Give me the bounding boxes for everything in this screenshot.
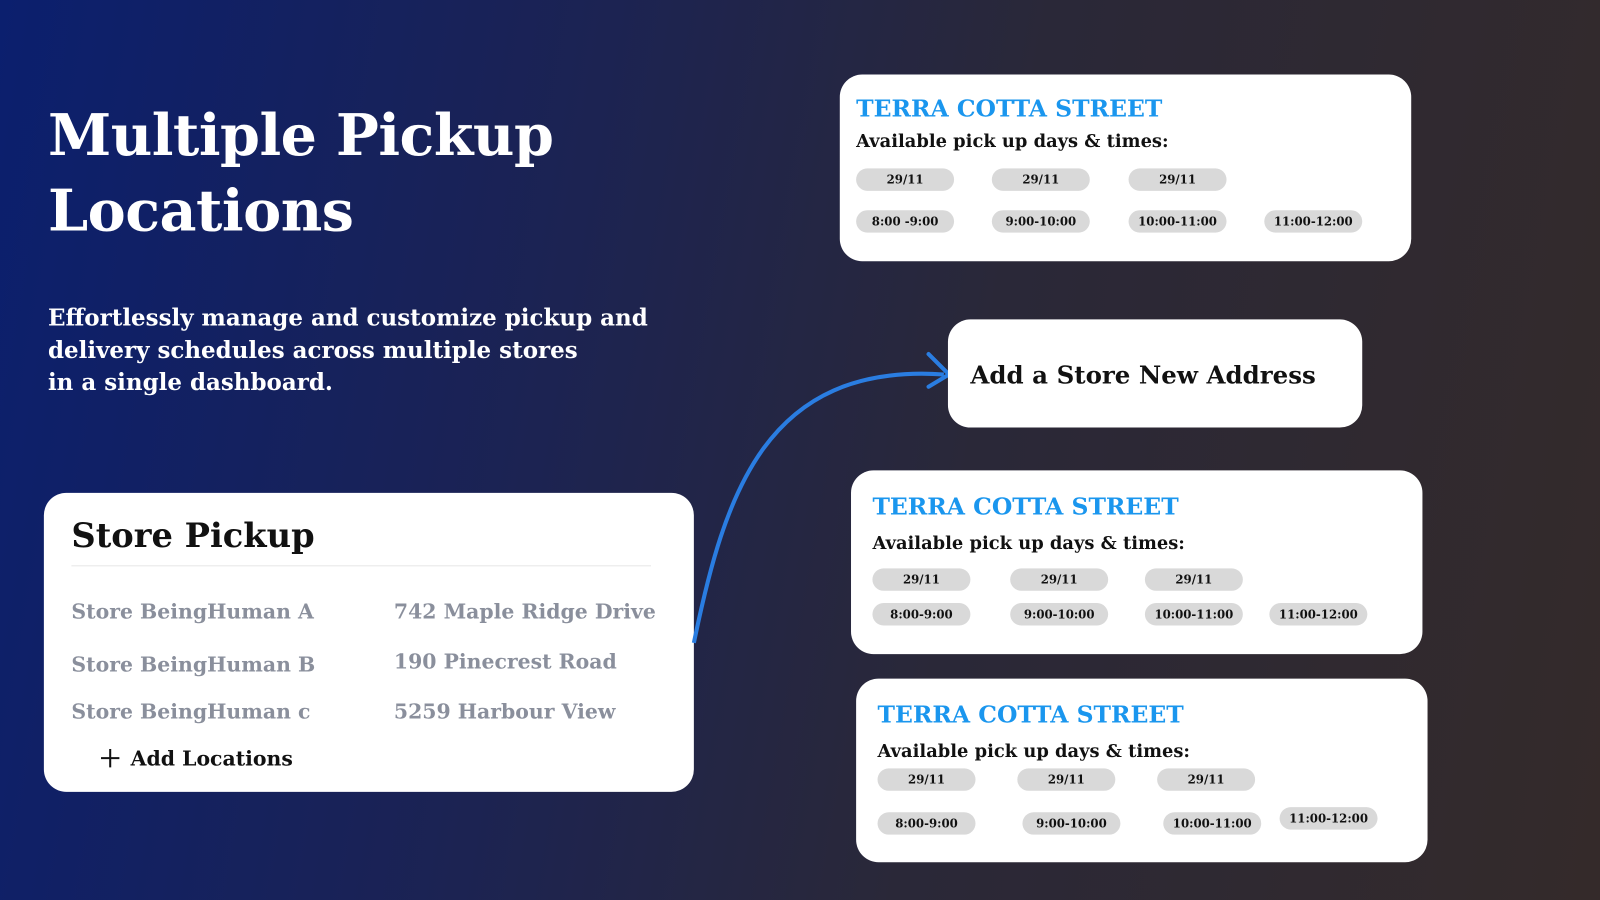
location-card: TERRA COTTA STREET Available pick up days… [839,74,1412,262]
availability-label: Available pick up days & times: [872,533,1185,555]
date-pill[interactable]: 29/11 [1017,768,1116,791]
time-slot-pill[interactable]: 9:00-10:00 [1010,603,1109,626]
store-name[interactable]: Store BeingHuman c [71,698,311,724]
time-slot-pill[interactable]: 8:00 -9:00 [856,210,955,233]
store-pickup-title: Store Pickup [71,515,315,556]
time-slot-pill[interactable]: 10:00-11:00 [1128,210,1227,233]
location-card: TERRA COTTA STREET Available pick up days… [851,470,1423,655]
time-slot-pill[interactable]: 8:00-9:00 [872,603,971,626]
plus-icon [101,748,120,768]
time-slot-pill[interactable]: 8:00-9:00 [877,812,976,835]
location-card: TERRA COTTA STREET Available pick up days… [856,678,1428,863]
store-address[interactable]: 190 Pinecrest Road [393,648,617,674]
store-address[interactable]: 5259 Harbour View [393,698,616,724]
time-slot-pill[interactable]: 10:00-11:00 [1163,812,1262,835]
date-pill[interactable]: 29/11 [1144,568,1243,591]
time-slot-pill[interactable]: 9:00-10:00 [1022,812,1121,835]
page-subtitle: Effortlessly manage and customize pickup… [47,305,648,396]
date-pill[interactable]: 29/11 [856,168,955,191]
time-slot-pill[interactable]: 11:00-12:00 [1269,603,1368,626]
store-name[interactable]: Store BeingHuman A [71,598,314,624]
add-locations-button[interactable]: Add Locations [100,746,293,770]
store-name[interactable]: Store BeingHuman B [71,652,316,677]
time-slot-pill[interactable]: 10:00-11:00 [1144,603,1243,626]
date-pill[interactable]: 29/11 [991,168,1090,191]
page-title: Multiple Pickup Locations [47,102,554,245]
date-pill[interactable]: 29/11 [872,568,971,591]
location-title: TERRA COTTA STREET [877,701,1184,729]
availability-label: Available pick up days & times: [877,741,1191,763]
date-pill[interactable]: 29/11 [1157,768,1256,791]
divider [71,565,652,567]
store-pickup-card: Store Pickup Store BeingHuman A 742 Mapl… [43,492,694,792]
add-store-address-button[interactable]: Add a Store New Address [947,319,1363,428]
time-slot-pill[interactable]: 9:00-10:00 [991,210,1090,233]
availability-label: Available pick up days & times: [856,131,1169,153]
time-slot-pill[interactable]: 11:00-12:00 [1279,807,1378,830]
date-pill[interactable]: 29/11 [1128,168,1227,191]
date-pill[interactable]: 29/11 [1010,568,1109,591]
store-address[interactable]: 742 Maple Ridge Drive [393,598,656,624]
time-slot-pill[interactable]: 11:00-12:00 [1264,210,1363,233]
location-title: TERRA COTTA STREET [856,94,1163,123]
date-pill[interactable]: 29/11 [877,768,976,791]
location-title: TERRA COTTA STREET [872,492,1179,521]
